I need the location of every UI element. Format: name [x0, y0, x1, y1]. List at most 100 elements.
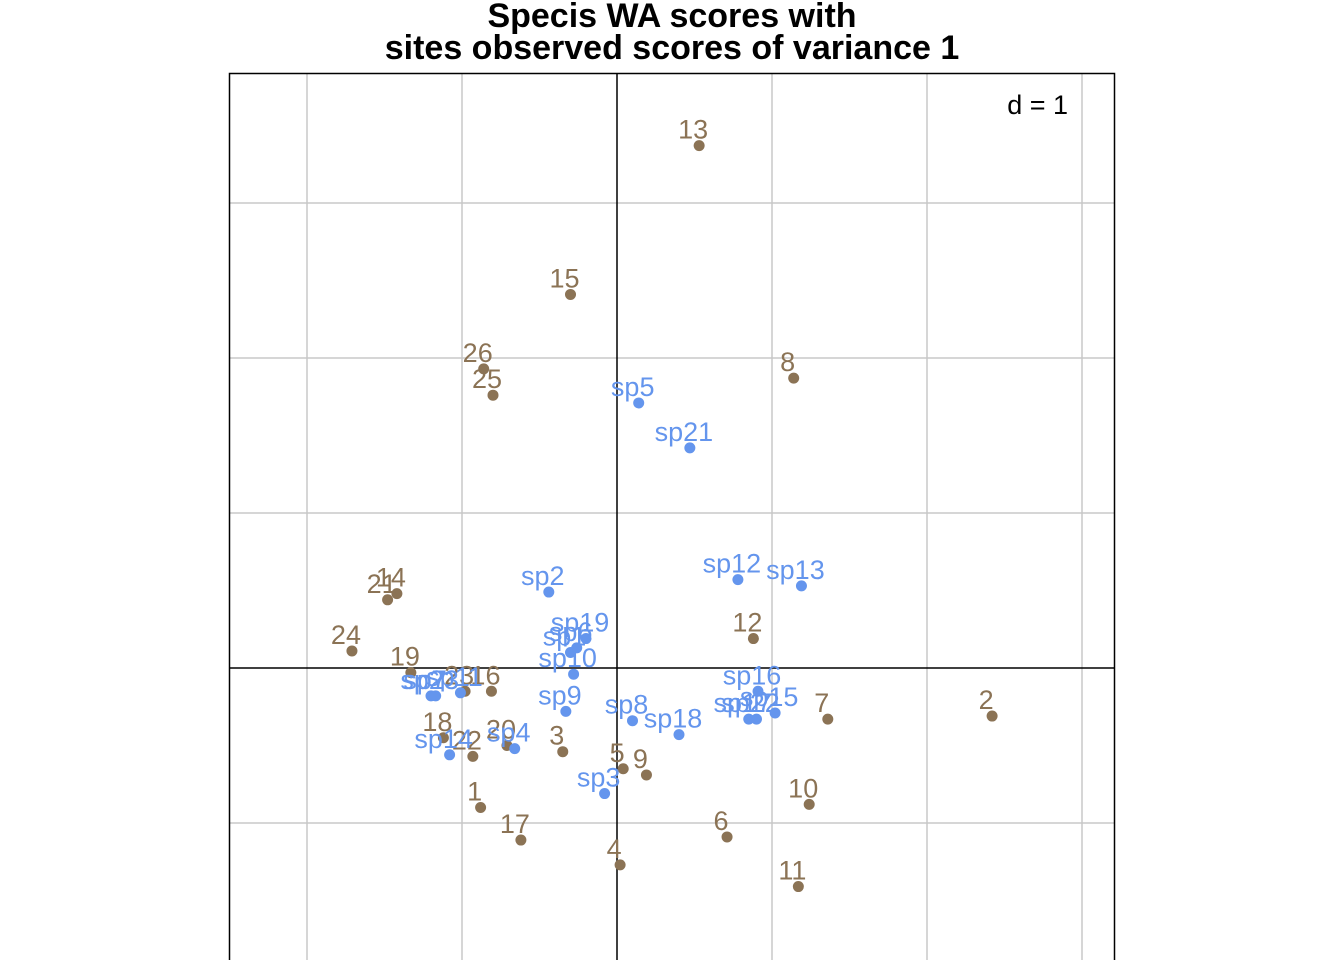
site-point: [747, 633, 759, 645]
species-point-label: sp19: [551, 608, 610, 638]
site-point: [467, 750, 479, 762]
site-point-label: 22: [452, 725, 482, 755]
species-point-label: sp2: [521, 561, 565, 591]
species-point-label: sp21: [655, 417, 714, 447]
site-point-label: 19: [390, 642, 420, 672]
site-point-label: 4: [607, 834, 622, 864]
site-point-label: 13: [678, 115, 708, 145]
site-point-label: 3: [549, 721, 564, 751]
species-point-label: sp6: [549, 617, 593, 647]
species-point: [580, 633, 592, 645]
species-point: [684, 442, 696, 454]
site-point-label: 9: [633, 744, 648, 774]
species-point: [752, 685, 764, 697]
species-point: [571, 642, 583, 654]
species-point: [743, 713, 755, 725]
species-point-label: sp23: [400, 665, 459, 695]
site-point-label: 2: [979, 685, 994, 715]
species-point-label: sp9: [538, 680, 582, 710]
site-point-label: 11: [778, 856, 806, 886]
species-point-label: sp13: [766, 555, 825, 585]
site-point-label: 10: [788, 773, 818, 803]
species-point-label: sp8: [605, 690, 649, 720]
species-point: [769, 707, 781, 719]
site-point: [803, 798, 815, 810]
site-point-label: 23: [444, 660, 474, 690]
species-point: [444, 749, 456, 761]
site-point: [721, 831, 733, 843]
scale-label: d = 1: [1007, 90, 1068, 120]
site-point-label: 15: [549, 263, 579, 293]
species-point-label: sp17: [713, 688, 772, 718]
site-point-label: 8: [780, 347, 795, 377]
site-point-label: 12: [732, 608, 762, 638]
species-point-label: sp14: [414, 724, 473, 754]
site-point: [788, 372, 800, 384]
site-point: [405, 667, 417, 679]
site-point-label: 14: [376, 563, 406, 593]
species-point-label: sp18: [644, 704, 703, 734]
plot-frame: [228, 72, 1116, 960]
site-point: [822, 713, 834, 725]
data-labels: 1245678910111213141516171819202122232425…: [331, 115, 994, 886]
species-point-label: sp3: [577, 763, 621, 793]
site-point: [614, 859, 626, 871]
species-point: [509, 743, 521, 755]
species-point-label: sp7: [403, 665, 447, 695]
site-point: [693, 140, 705, 152]
chart-title-line-1: Specis WA scores with: [487, 0, 857, 35]
site-point: [515, 834, 527, 846]
site-point-label: 5: [610, 738, 625, 768]
site-point: [617, 763, 629, 775]
site-point-label: 1: [467, 777, 482, 807]
species-point-label: sp5: [611, 372, 655, 402]
species-point-label: sp1: [543, 622, 587, 652]
site-point: [478, 363, 490, 375]
site-point: [487, 389, 499, 401]
site-point: [557, 746, 569, 758]
species-point-label: sp4: [487, 718, 531, 748]
site-point-label: 17: [500, 809, 530, 839]
site-point: [792, 881, 804, 893]
site-point-label: 18: [422, 707, 452, 737]
site-point: [565, 288, 576, 300]
species-point: [732, 574, 744, 586]
species-point: [568, 668, 580, 680]
site-point: [346, 645, 358, 657]
site-point-label: 6: [714, 806, 729, 836]
species-point: [633, 397, 645, 409]
chart-title-line-2: sites observed scores of variance 1: [384, 29, 960, 67]
species-point: [454, 687, 466, 699]
site-point-label: 26: [463, 338, 493, 368]
species-point-label: sp12: [703, 549, 762, 579]
site-point-label: 21: [367, 569, 397, 599]
origin-axes: [229, 73, 1115, 960]
species-point: [673, 729, 685, 741]
site-point: [986, 710, 998, 722]
data-points: [346, 140, 998, 893]
species-point: [627, 715, 638, 727]
site-point: [437, 732, 449, 744]
site-point: [475, 802, 487, 813]
species-point: [599, 788, 611, 800]
species-point: [543, 586, 555, 598]
site-point-label: 25: [472, 364, 502, 394]
species-point: [795, 580, 807, 592]
species-point-label: sp11: [426, 662, 483, 692]
species-point: [430, 690, 442, 702]
grid-lines: [229, 73, 1115, 960]
species-point: [560, 705, 572, 717]
site-point: [485, 685, 497, 697]
species-point-label: sp22: [721, 688, 780, 718]
site-point-label: 24: [331, 620, 361, 650]
site-point: [391, 588, 403, 600]
site-point-label: 7: [814, 688, 829, 718]
chart-title: Specis WA scores with sites observed sco…: [0, 0, 1344, 67]
site-point-label: 16: [470, 660, 500, 690]
site-point: [382, 594, 394, 606]
species-point-label: sp10: [538, 643, 597, 673]
species-point-label: sp16: [723, 660, 782, 690]
species-point-label: sp15: [740, 682, 799, 712]
species-point: [751, 713, 762, 725]
